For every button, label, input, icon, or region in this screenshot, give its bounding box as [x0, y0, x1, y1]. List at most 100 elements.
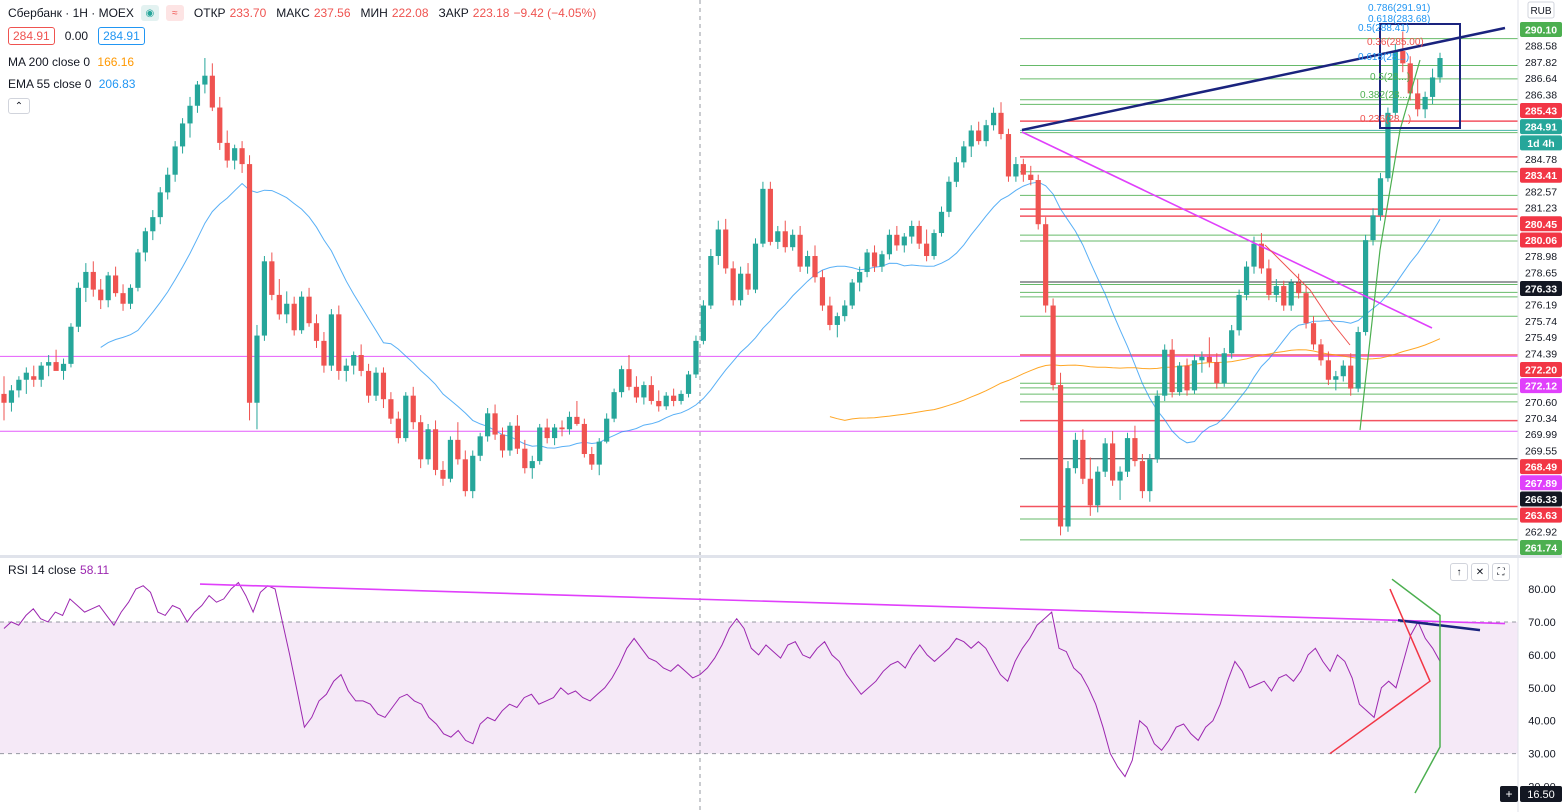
price-tick-bg [1520, 167, 1562, 183]
candle-body [715, 229, 721, 257]
price-tick: 268.49 [1520, 459, 1562, 475]
candle-body [894, 234, 900, 246]
pane-divider[interactable] [0, 555, 1562, 558]
ma200-name: MA 200 close 0 [8, 55, 91, 69]
price-tick-bg [1520, 475, 1562, 491]
price-tick: 280.06 [1520, 232, 1562, 248]
candle-body [142, 231, 148, 253]
eye-icon[interactable]: ◉ [140, 5, 159, 21]
candle-body [46, 362, 52, 366]
add-icon[interactable]: + [1500, 786, 1518, 802]
fib-level-label: 0.618(28...) [1358, 52, 1409, 63]
high-label: МАКС [276, 6, 310, 20]
candle-body [470, 455, 476, 492]
candle [306, 287, 312, 327]
candle-body [738, 273, 744, 301]
candle-body [879, 254, 885, 267]
candle-body [864, 252, 870, 272]
rsi-pane[interactable]: 80.0070.0060.0050.0040.0030.0020.0016.50… [0, 558, 1562, 812]
price-tick-label: 286.38 [1525, 89, 1557, 101]
move-up-icon[interactable]: ↑ [1450, 563, 1468, 581]
candle [328, 309, 334, 371]
price-tick-bg [1520, 491, 1562, 507]
candle [864, 248, 870, 278]
price-tick-label: 269.55 [1525, 445, 1557, 457]
candle [1281, 280, 1287, 311]
price-tick-bg [1520, 216, 1562, 232]
candle-body [812, 256, 818, 278]
candle-body [291, 303, 297, 331]
candle-body [1154, 395, 1160, 460]
candle [648, 376, 654, 405]
candle-body [83, 271, 89, 288]
candle-body [1087, 478, 1093, 506]
candle-body [909, 225, 915, 237]
candle-body [968, 130, 974, 147]
bid-price[interactable]: 284.91 [8, 27, 55, 45]
candle [246, 155, 253, 421]
price-tick-label: 284.78 [1525, 154, 1557, 166]
candle [1028, 165, 1034, 186]
candle-body [239, 148, 245, 165]
candle [551, 423, 558, 446]
candle [455, 422, 461, 465]
price-tick-bg [1520, 540, 1562, 555]
candle [403, 392, 409, 442]
ema55-legend[interactable]: EMA 55 close 0 206.83 [8, 77, 135, 91]
candle [998, 102, 1004, 140]
candle-body [1251, 243, 1257, 267]
price-tick: 278.98 [1525, 251, 1557, 263]
candle [1147, 454, 1153, 502]
candle [1214, 353, 1220, 389]
candle-body [1035, 180, 1041, 225]
candle [75, 282, 82, 333]
candle-body [857, 271, 863, 283]
close-icon[interactable]: ✕ [1471, 563, 1489, 581]
candle-body [1281, 286, 1287, 306]
price-tick-bg [1520, 119, 1562, 135]
price-tick: 278.65 [1525, 267, 1557, 279]
price-tick: 288.58 [1525, 41, 1557, 53]
price-chart[interactable]: 0.786(291.91)0.618(283.68)0.5(288.41) 0.3… [0, 0, 1562, 555]
ma200-line [829, 338, 1441, 421]
wave-icon[interactable]: ≈ [165, 5, 184, 21]
candle [730, 261, 736, 306]
ask-price[interactable]: 284.91 [98, 27, 145, 45]
price-tick-bg [1520, 102, 1562, 118]
rsi-drawing-red [1329, 588, 1431, 755]
candle-body [1229, 330, 1235, 354]
high-value: 237.56 [313, 6, 351, 20]
candle-body [373, 372, 379, 396]
candle-body [90, 271, 96, 290]
candle [395, 411, 401, 444]
currency-label: RUB [1530, 6, 1551, 17]
candle [1325, 351, 1331, 386]
collapse-legend-button[interactable]: ⌃ [8, 98, 30, 114]
candle-body [432, 429, 439, 470]
candle [53, 349, 59, 371]
candle-body [246, 164, 253, 403]
candle [38, 362, 44, 387]
price-pane[interactable]: 0.786(291.91) 0.618(283.68) 0.5(288.41) 0.3… [0, 0, 1562, 555]
maximize-icon[interactable]: ⛶ [1492, 563, 1510, 581]
ma200-legend[interactable]: MA 200 close 0 166.16 [8, 55, 134, 69]
candle [886, 229, 893, 260]
candle-body [202, 75, 208, 85]
fib-level-label: 0.382(28...) [1360, 90, 1411, 101]
price-tick-bg [1520, 361, 1562, 377]
candle-body [75, 287, 82, 327]
candle-body [529, 461, 535, 469]
candle-body [589, 454, 595, 465]
price-tick: 262.92 [1525, 526, 1557, 538]
price-tick-label: 278.98 [1525, 251, 1557, 263]
candle [760, 181, 766, 248]
candle-body [1072, 439, 1079, 469]
price-tick: 284.91 [1520, 119, 1562, 135]
candle-body [626, 369, 632, 387]
candle-body [782, 231, 788, 248]
candle-body [1162, 349, 1168, 396]
candle-body [633, 386, 640, 398]
price-tick-label: 280.06 [1525, 235, 1557, 247]
candle [1072, 432, 1079, 474]
